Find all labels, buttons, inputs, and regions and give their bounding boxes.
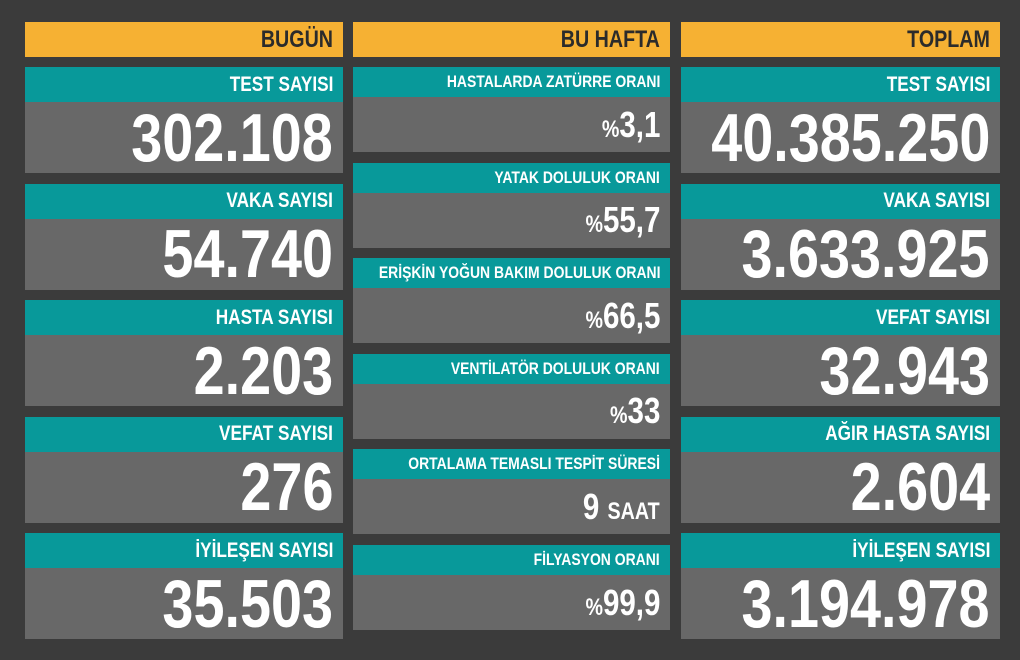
- label-text: VAKA SAYISI: [226, 189, 333, 212]
- label-text: ERİŞKİN YOĞUN BAKIM DOLULUK ORANI: [378, 263, 660, 283]
- value-text: 35.503: [162, 565, 333, 642]
- value-group: 2.203: [193, 332, 333, 410]
- value-group: %99,9: [585, 582, 660, 624]
- value-group: %3,1: [601, 104, 660, 146]
- card-value: %99,9: [353, 575, 670, 630]
- value-prefix: %: [585, 593, 603, 621]
- value-prefix: %: [601, 115, 619, 143]
- card-value: 2.604: [681, 449, 1000, 525]
- card-label: İYİLEŞEN SAYISI: [681, 533, 1000, 568]
- value-group: 40.385.250: [711, 99, 990, 177]
- card-value: 302.108: [25, 100, 343, 176]
- card-label: VAKA SAYISI: [681, 183, 1000, 219]
- card-label: HASTA SAYISI: [25, 300, 343, 335]
- card-value: %33: [353, 383, 670, 439]
- label-text: VEFAT SAYISI: [876, 305, 990, 329]
- column-header: BUGÜN: [25, 22, 343, 57]
- card-label: VENTİLATÖR DOLULUK ORANI: [353, 353, 670, 384]
- value-group: 2.604: [850, 448, 990, 526]
- value-text: 302.108: [131, 99, 333, 176]
- value-text: 55,7: [602, 199, 660, 241]
- card-value: 3.194.978: [681, 566, 1000, 642]
- value-prefix: %: [609, 402, 628, 430]
- card-label: VEFAT SAYISI: [681, 300, 1000, 335]
- header-text: TOPLAM: [907, 25, 990, 53]
- card-label: VEFAT SAYISI: [25, 416, 343, 452]
- value-text: 99,9: [602, 581, 660, 623]
- label-text: TEST SAYISI: [229, 72, 333, 96]
- value-text: 3.194.978: [741, 565, 990, 642]
- value-text: 66,5: [602, 294, 660, 336]
- card-value: 3.633.925: [681, 216, 1000, 292]
- card-label: TEST SAYISI: [681, 67, 1000, 102]
- value-suffix: SAAT: [607, 497, 660, 525]
- value-group: 276: [240, 448, 333, 526]
- label-text: ORTALAMA TEMASLI TESPİT SÜRESİ: [408, 454, 660, 474]
- card-label: İYİLEŞEN SAYISI: [25, 533, 343, 568]
- card-value: 40.385.250: [681, 100, 1000, 176]
- card-label: VAKA SAYISI: [25, 183, 343, 219]
- value-group: %33: [610, 390, 660, 432]
- value-group: 9 SAAT: [583, 486, 660, 528]
- value-prefix: %: [585, 306, 603, 334]
- card-label: AĞIR HASTA SAYISI: [681, 416, 1000, 452]
- label-text: HASTALARDA ZATÜRRE ORANI: [446, 72, 660, 91]
- card-value: 54.740: [25, 216, 343, 292]
- card-label: ORTALAMA TEMASLI TESPİT SÜRESİ: [353, 449, 670, 480]
- value-group: 54.740: [162, 215, 333, 293]
- value-text: 33: [627, 390, 660, 432]
- card-value: 2.203: [25, 333, 343, 409]
- card-label: HASTALARDA ZATÜRRE ORANI: [353, 67, 670, 97]
- value-group: 3.194.978: [742, 565, 990, 643]
- value-text: 276: [239, 449, 333, 525]
- label-text: İYİLEŞEN SAYISI: [194, 538, 333, 562]
- value-group: 302.108: [131, 99, 333, 177]
- label-text: AĞIR HASTA SAYISI: [825, 422, 990, 445]
- card-value: 276: [25, 449, 343, 525]
- column-header: BU HAFTA: [353, 22, 670, 57]
- label-text: TEST SAYISI: [886, 72, 990, 96]
- card-value: %55,7: [353, 192, 670, 248]
- card-value: %3,1: [353, 97, 670, 152]
- card-value: %66,5: [353, 288, 670, 344]
- value-group: %55,7: [585, 199, 660, 241]
- value-group: %66,5: [585, 295, 660, 337]
- card-value: 9 SAAT: [353, 479, 670, 535]
- value-text: 3.633.925: [741, 216, 990, 292]
- value-text: 54.740: [162, 216, 333, 292]
- value-text: 2.203: [193, 332, 333, 409]
- value-text: 40.385.250: [710, 99, 990, 176]
- value-text: 3,1: [618, 103, 660, 145]
- card-label: YATAK DOLULUK ORANI: [353, 162, 670, 193]
- label-text: FİLYASYON ORANI: [533, 550, 660, 569]
- value-text: 32.943: [819, 332, 990, 409]
- value-prefix: %: [585, 211, 603, 239]
- value-group: 3.633.925: [742, 215, 990, 293]
- value-text: 2.604: [850, 449, 990, 525]
- value-group: 35.503: [162, 565, 333, 643]
- card-value: 35.503: [25, 566, 343, 642]
- label-text: VAKA SAYISI: [883, 189, 990, 212]
- value-group: 32.943: [819, 332, 990, 410]
- card-label: FİLYASYON ORANI: [353, 545, 670, 575]
- header-text: BUGÜN: [260, 25, 333, 53]
- label-text: VEFAT SAYISI: [219, 422, 333, 445]
- label-text: HASTA SAYISI: [215, 305, 333, 329]
- label-text: İYİLEŞEN SAYISI: [851, 538, 990, 562]
- label-text: VENTİLATÖR DOLULUK ORANI: [451, 358, 660, 378]
- card-value: 32.943: [681, 333, 1000, 409]
- card-label: TEST SAYISI: [25, 67, 343, 102]
- card-label: ERİŞKİN YOĞUN BAKIM DOLULUK ORANI: [353, 258, 670, 289]
- header-text: BU HAFTA: [560, 25, 660, 53]
- value-text: 9: [583, 485, 600, 527]
- column-header: TOPLAM: [681, 22, 1000, 57]
- label-text: YATAK DOLULUK ORANI: [494, 167, 660, 187]
